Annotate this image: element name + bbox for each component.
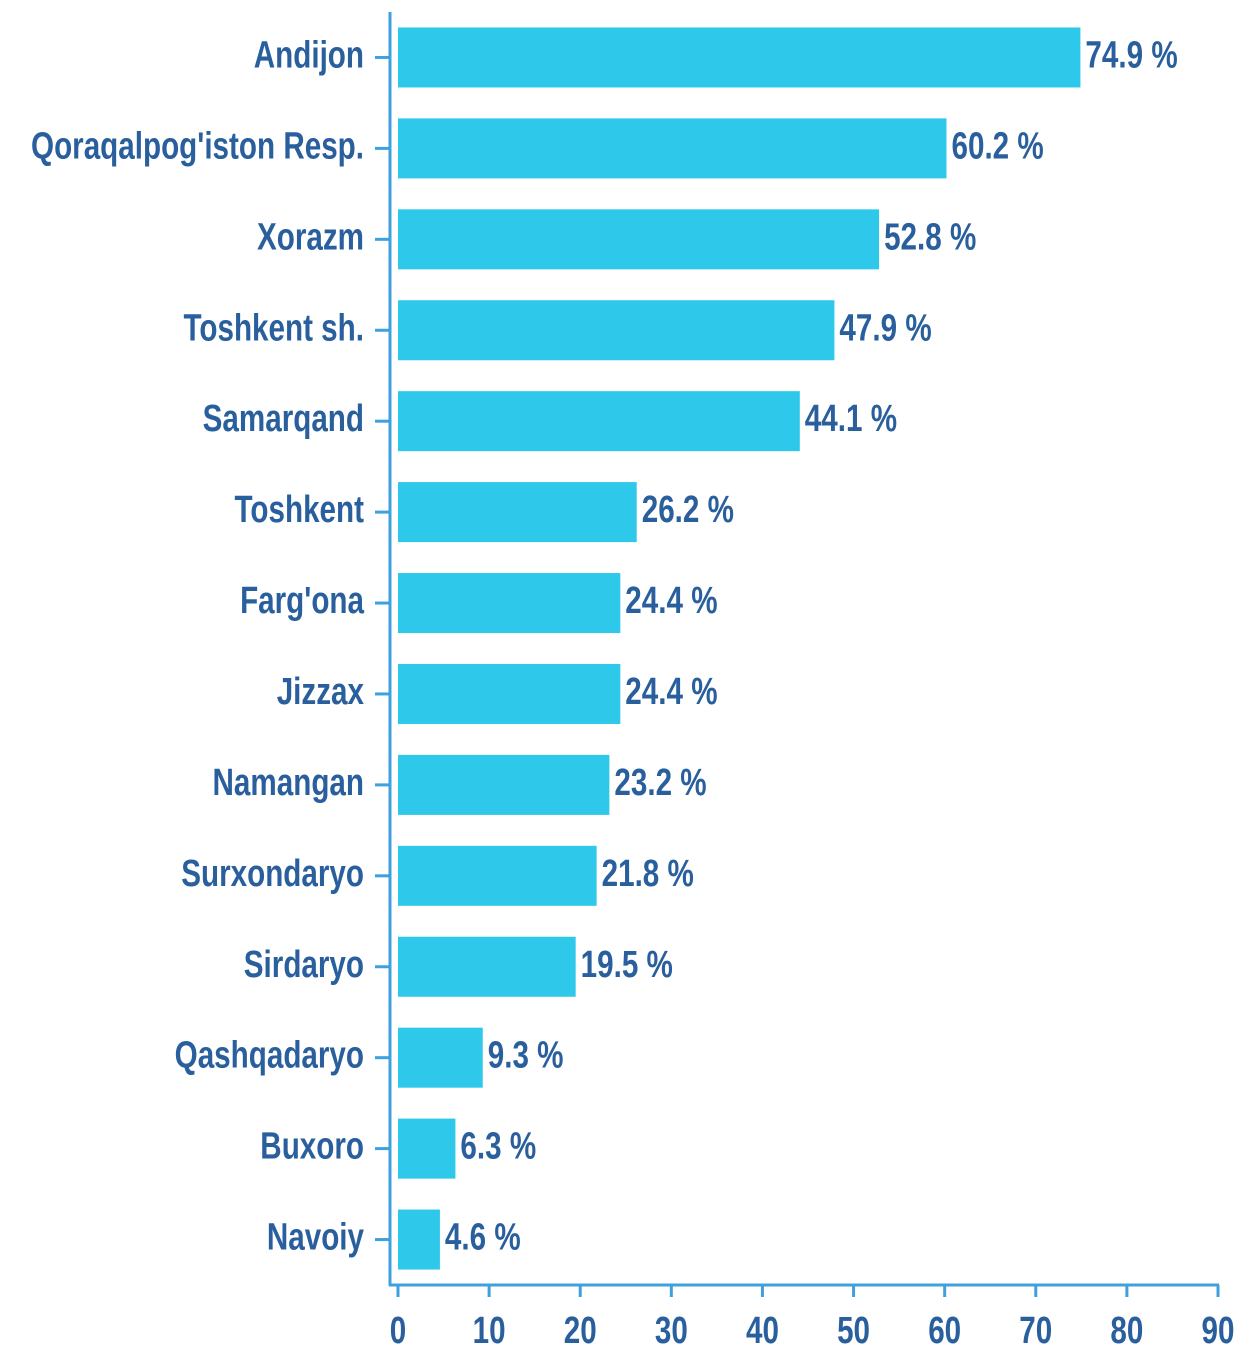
y-tick-label: Qashqadaryo	[175, 1034, 364, 1076]
value-label: 26.2 %	[642, 489, 734, 531]
bar	[398, 663, 621, 724]
bar	[398, 300, 835, 361]
y-tick-label: Farg'ona	[240, 580, 365, 622]
y-tick-label: Buxoro	[260, 1125, 364, 1167]
y-tick-label: Toshkent	[235, 489, 364, 531]
y-tick-label: Andijon	[254, 34, 364, 76]
bar	[398, 118, 947, 179]
bar	[398, 209, 880, 270]
y-tick-label: Sirdaryo	[244, 943, 364, 985]
value-label: 21.8 %	[602, 852, 694, 894]
x-tick-label: 50	[837, 1310, 870, 1350]
x-tick-label: 60	[928, 1310, 961, 1350]
bar	[398, 391, 800, 452]
value-label: 4.6 %	[445, 1216, 521, 1258]
y-tick-label: Toshkent sh.	[183, 307, 364, 349]
bar	[398, 1118, 456, 1179]
value-label: 60.2 %	[951, 125, 1043, 167]
bar	[398, 1027, 483, 1088]
value-label: 19.5 %	[581, 943, 673, 985]
x-tick-label: 30	[655, 1310, 688, 1350]
bar	[398, 936, 576, 997]
y-tick-label: Surxondaryo	[181, 852, 364, 894]
value-label: 47.9 %	[839, 307, 931, 349]
value-label: 52.8 %	[884, 216, 976, 258]
y-tick-label: Xorazm	[257, 216, 364, 258]
x-tick-label: 80	[1110, 1310, 1143, 1350]
value-label: 24.4 %	[625, 580, 717, 622]
y-tick-label: Samarqand	[203, 398, 364, 440]
bar	[398, 482, 637, 543]
x-tick-label: 0	[390, 1310, 406, 1350]
value-label: 23.2 %	[614, 761, 706, 803]
bar	[398, 27, 1081, 88]
value-label: 24.4 %	[625, 671, 717, 713]
x-tick-label: 90	[1202, 1310, 1235, 1350]
value-label: 6.3 %	[460, 1125, 536, 1167]
y-tick-label: Navoiy	[267, 1216, 364, 1258]
y-tick-label: Jizzax	[277, 671, 364, 713]
value-label: 74.9 %	[1085, 34, 1177, 76]
value-label: 9.3 %	[488, 1034, 564, 1076]
bar	[398, 1209, 440, 1270]
bar	[398, 573, 621, 634]
bar	[398, 754, 610, 815]
value-label: 44.1 %	[805, 398, 897, 440]
x-tick-label: 70	[1019, 1310, 1052, 1350]
x-tick-label: 40	[746, 1310, 779, 1350]
bar	[398, 845, 597, 906]
x-tick-label: 20	[564, 1310, 597, 1350]
x-tick-label: 10	[473, 1310, 506, 1350]
y-tick-label: Namangan	[213, 761, 364, 803]
y-tick-label: Qoraqalpog'iston Resp.	[31, 125, 364, 167]
